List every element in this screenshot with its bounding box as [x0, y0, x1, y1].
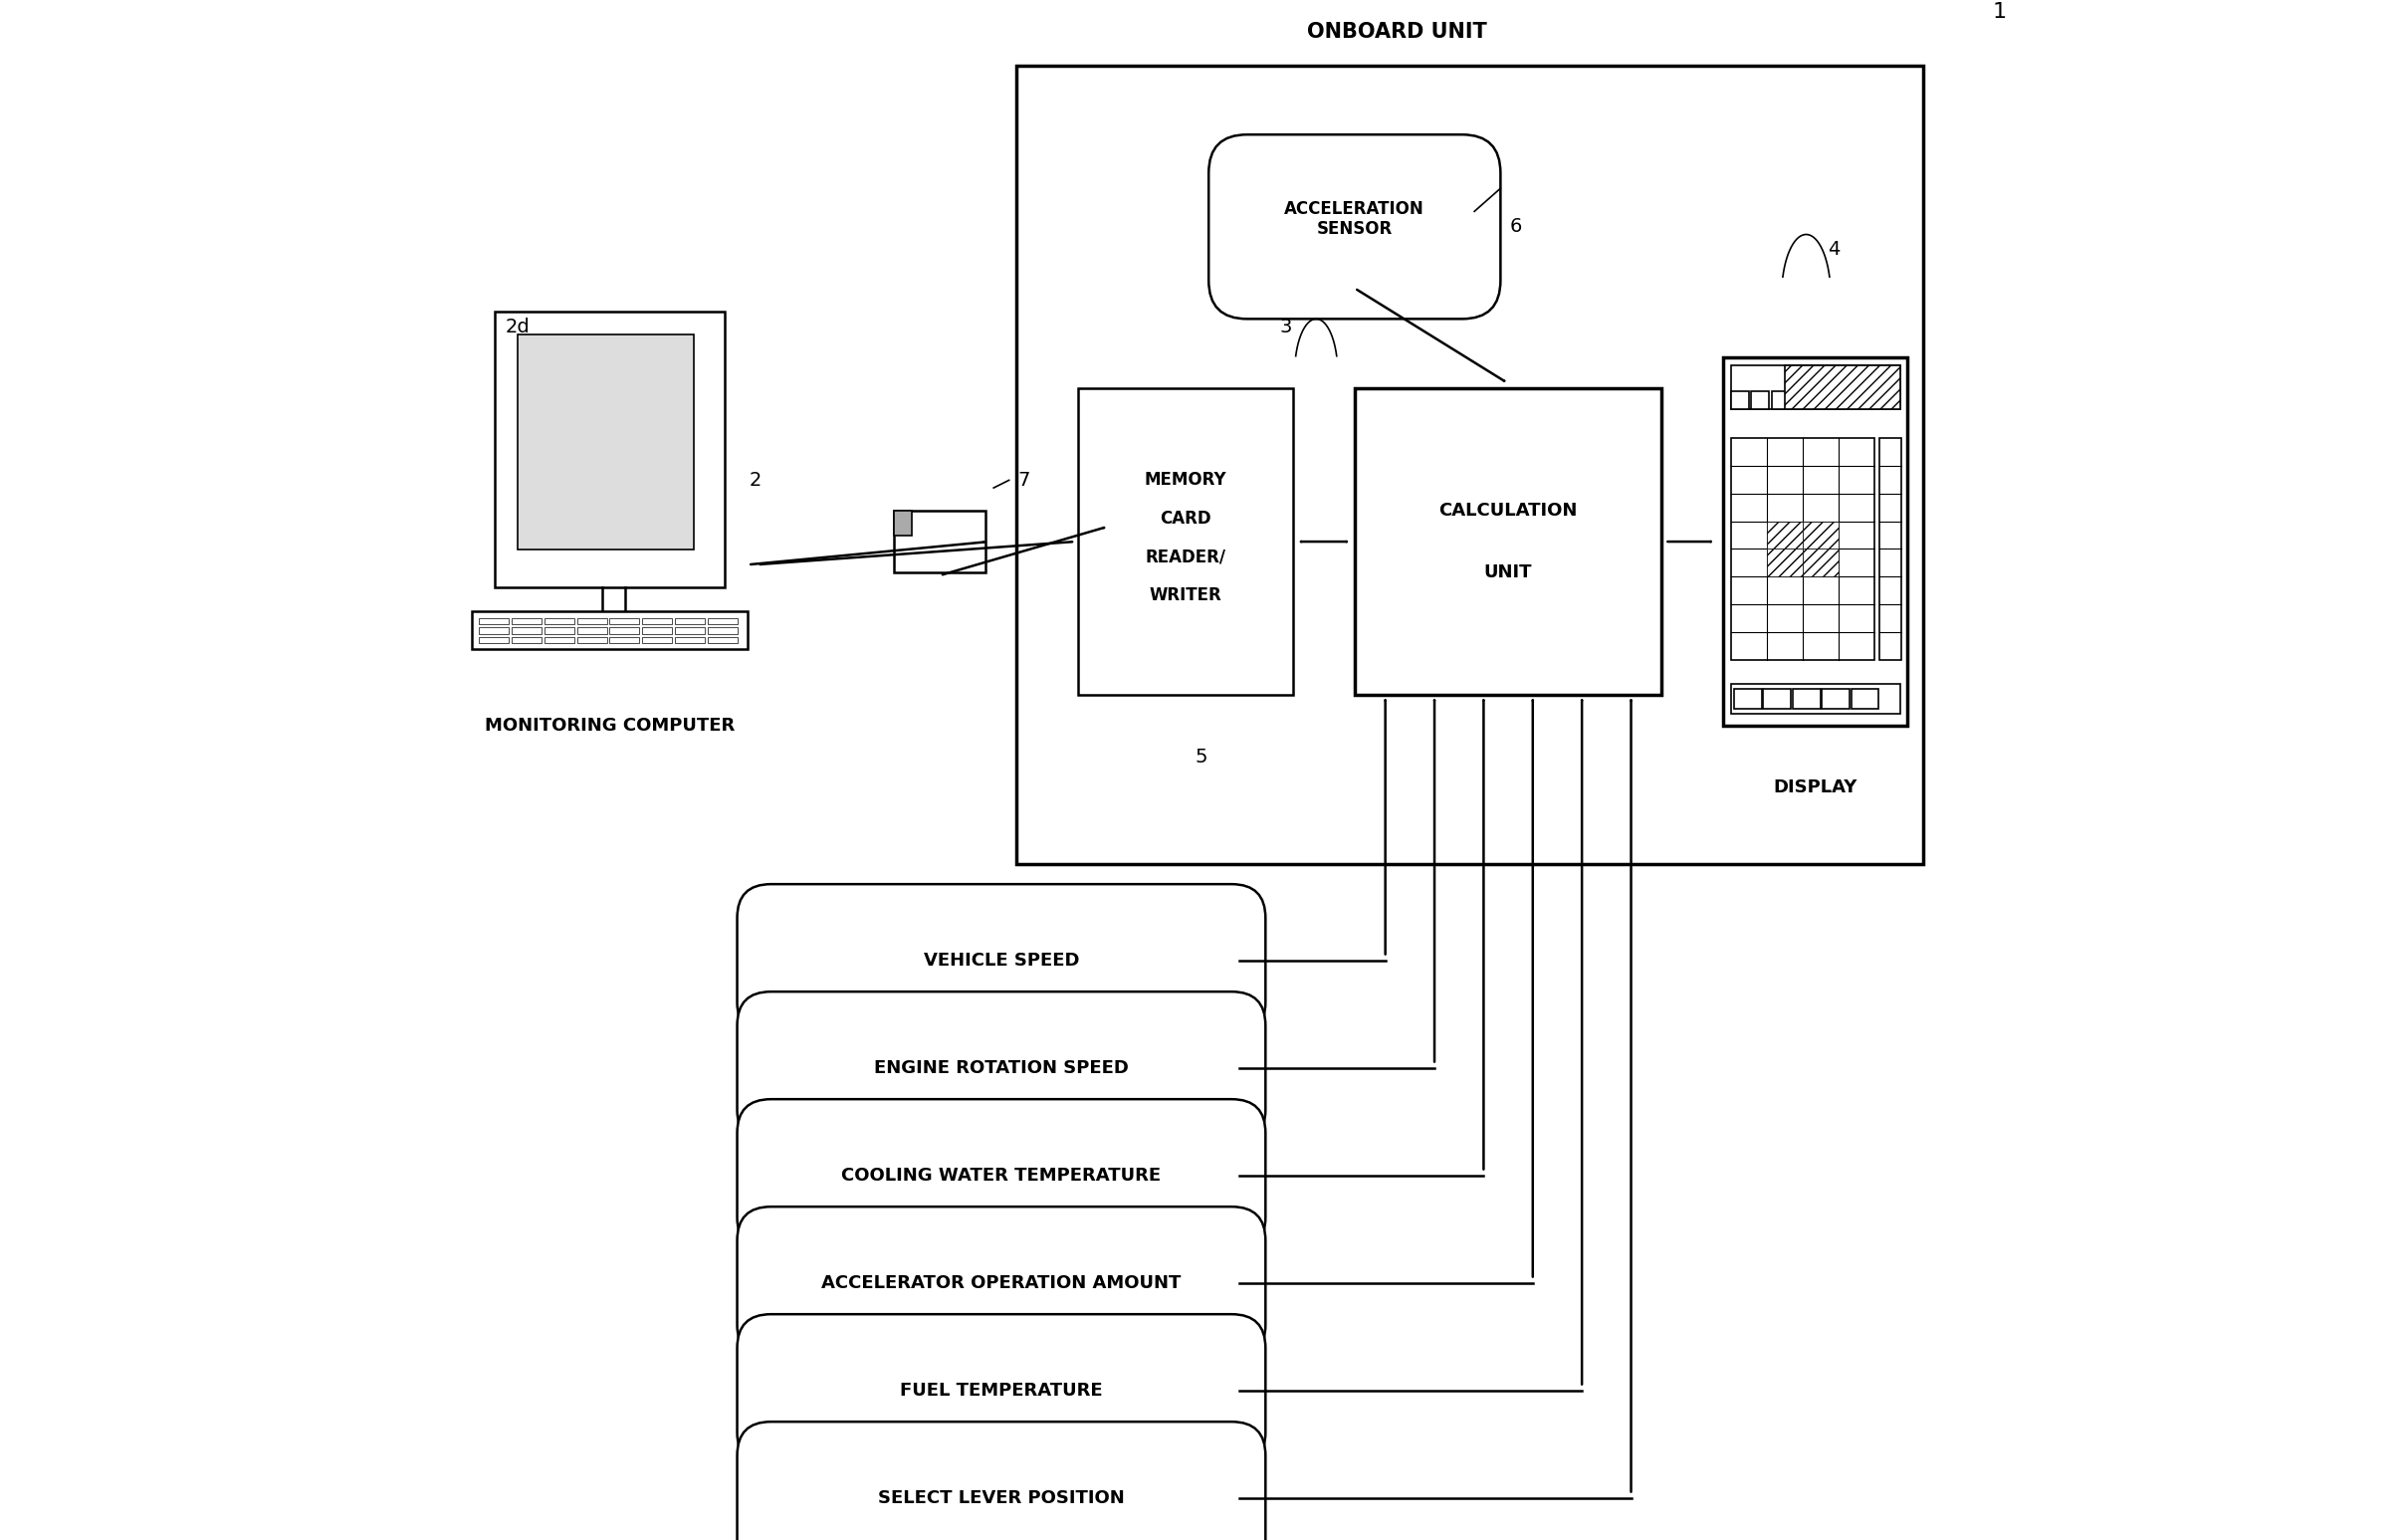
- Text: 7: 7: [1018, 471, 1030, 490]
- FancyBboxPatch shape: [1770, 391, 1789, 410]
- FancyBboxPatch shape: [675, 628, 704, 634]
- Text: 1: 1: [1994, 2, 2006, 22]
- FancyBboxPatch shape: [709, 638, 737, 644]
- FancyBboxPatch shape: [495, 311, 725, 588]
- FancyBboxPatch shape: [1768, 522, 1804, 548]
- FancyBboxPatch shape: [894, 511, 985, 573]
- FancyBboxPatch shape: [1732, 439, 1874, 659]
- FancyBboxPatch shape: [610, 619, 639, 625]
- FancyBboxPatch shape: [478, 619, 509, 625]
- FancyBboxPatch shape: [1792, 391, 1809, 410]
- FancyBboxPatch shape: [737, 1100, 1266, 1250]
- Text: READER/: READER/: [1146, 548, 1225, 565]
- Text: 6: 6: [1511, 217, 1523, 236]
- Text: FUEL TEMPERATURE: FUEL TEMPERATURE: [901, 1381, 1103, 1400]
- Text: DISPLAY: DISPLAY: [1773, 778, 1857, 796]
- FancyBboxPatch shape: [545, 628, 574, 634]
- Text: ACCELERATION
SENSOR: ACCELERATION SENSOR: [1285, 200, 1424, 239]
- FancyBboxPatch shape: [1732, 684, 1900, 713]
- FancyBboxPatch shape: [1355, 388, 1662, 695]
- Text: VEHICLE SPEED: VEHICLE SPEED: [922, 952, 1078, 969]
- FancyBboxPatch shape: [1804, 548, 1838, 576]
- FancyBboxPatch shape: [1078, 388, 1292, 695]
- FancyBboxPatch shape: [1734, 688, 1761, 708]
- FancyBboxPatch shape: [610, 638, 639, 644]
- FancyBboxPatch shape: [1763, 688, 1792, 708]
- Text: CALCULATION: CALCULATION: [1439, 502, 1578, 521]
- FancyBboxPatch shape: [1804, 522, 1838, 548]
- FancyBboxPatch shape: [576, 628, 608, 634]
- Text: UNIT: UNIT: [1484, 564, 1532, 581]
- Text: WRITER: WRITER: [1151, 587, 1223, 604]
- FancyBboxPatch shape: [1722, 357, 1907, 725]
- Text: 4: 4: [1828, 240, 1840, 259]
- FancyBboxPatch shape: [512, 628, 540, 634]
- Text: 2: 2: [749, 471, 761, 490]
- FancyBboxPatch shape: [512, 619, 540, 625]
- FancyBboxPatch shape: [709, 619, 737, 625]
- FancyBboxPatch shape: [1821, 688, 1850, 708]
- FancyBboxPatch shape: [737, 1314, 1266, 1466]
- FancyBboxPatch shape: [737, 1421, 1266, 1540]
- FancyBboxPatch shape: [610, 628, 639, 634]
- FancyBboxPatch shape: [1785, 365, 1900, 410]
- FancyBboxPatch shape: [1852, 688, 1878, 708]
- FancyBboxPatch shape: [1768, 548, 1804, 576]
- Text: COOLING WATER TEMPERATURE: COOLING WATER TEMPERATURE: [841, 1166, 1160, 1184]
- FancyBboxPatch shape: [1792, 688, 1821, 708]
- Text: ACCELERATOR OPERATION AMOUNT: ACCELERATOR OPERATION AMOUNT: [821, 1274, 1182, 1292]
- FancyBboxPatch shape: [1751, 391, 1768, 410]
- FancyBboxPatch shape: [516, 334, 694, 550]
- Text: 5: 5: [1194, 747, 1208, 765]
- FancyBboxPatch shape: [641, 619, 673, 625]
- FancyBboxPatch shape: [675, 638, 704, 644]
- Text: SELECT LEVER POSITION: SELECT LEVER POSITION: [879, 1489, 1124, 1506]
- Text: MEMORY: MEMORY: [1143, 471, 1227, 490]
- FancyBboxPatch shape: [709, 628, 737, 634]
- FancyBboxPatch shape: [641, 628, 673, 634]
- FancyBboxPatch shape: [471, 611, 747, 650]
- FancyBboxPatch shape: [545, 619, 574, 625]
- FancyBboxPatch shape: [1732, 365, 1900, 410]
- FancyBboxPatch shape: [737, 992, 1266, 1144]
- FancyBboxPatch shape: [576, 619, 608, 625]
- FancyBboxPatch shape: [545, 638, 574, 644]
- FancyBboxPatch shape: [478, 628, 509, 634]
- FancyBboxPatch shape: [576, 638, 608, 644]
- Text: 3: 3: [1280, 317, 1292, 336]
- FancyBboxPatch shape: [512, 638, 540, 644]
- FancyBboxPatch shape: [1732, 391, 1749, 410]
- FancyBboxPatch shape: [675, 619, 704, 625]
- FancyBboxPatch shape: [641, 638, 673, 644]
- Text: MONITORING COMPUTER: MONITORING COMPUTER: [485, 718, 735, 735]
- Text: ENGINE ROTATION SPEED: ENGINE ROTATION SPEED: [874, 1058, 1129, 1076]
- FancyBboxPatch shape: [894, 511, 913, 536]
- FancyBboxPatch shape: [737, 1207, 1266, 1358]
- FancyBboxPatch shape: [1016, 66, 1924, 864]
- Text: ONBOARD UNIT: ONBOARD UNIT: [1307, 22, 1487, 42]
- Text: 2d: 2d: [504, 317, 531, 336]
- FancyBboxPatch shape: [737, 884, 1266, 1036]
- Text: CARD: CARD: [1160, 510, 1211, 528]
- FancyBboxPatch shape: [1208, 134, 1501, 319]
- FancyBboxPatch shape: [1878, 439, 1902, 659]
- FancyBboxPatch shape: [478, 638, 509, 644]
